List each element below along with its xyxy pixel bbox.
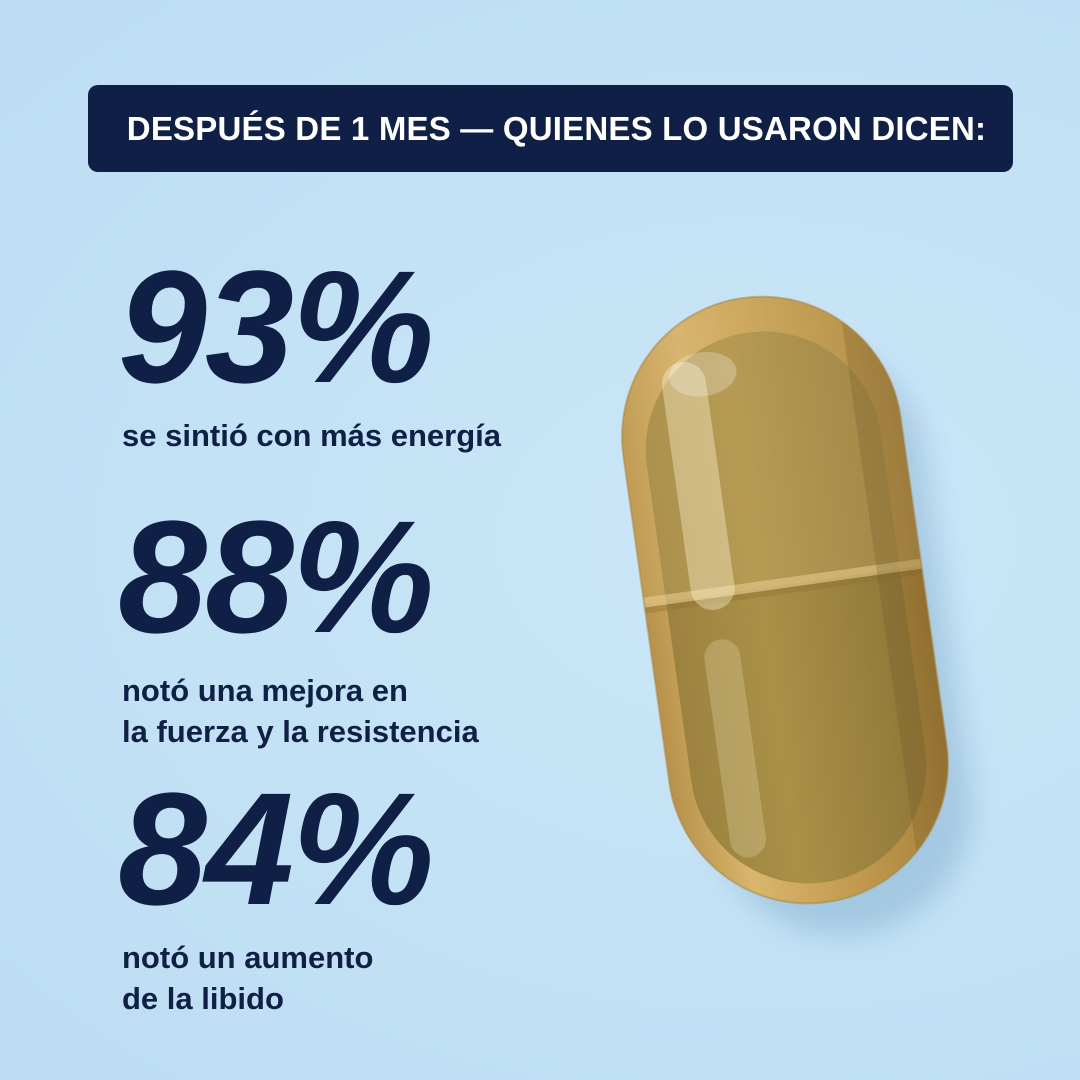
- stat-libido-caption: notó un aumento de la libido: [122, 940, 374, 1016]
- stat-libido-value: 84%: [118, 759, 434, 938]
- stat-energy-caption: se sintió con más energía: [122, 418, 502, 453]
- stat-strength: 88% notó una mejora en la fuerza y la re…: [118, 497, 479, 752]
- stat-strength-caption: notó una mejora en la fuerza y la resist…: [122, 673, 479, 749]
- stat-energy-value: 93%: [118, 237, 434, 416]
- header-banner: DESPUÉS DE 1 MES — QUIENES LO USARON DIC…: [88, 85, 1013, 172]
- stat-strength-value: 88%: [118, 487, 434, 666]
- stat-libido: 84% notó un aumento de la libido: [118, 759, 434, 1019]
- banner-title: DESPUÉS DE 1 MES — QUIENES LO USARON DIC…: [126, 109, 987, 147]
- stat-energy: 93% se sintió con más energía: [118, 247, 501, 456]
